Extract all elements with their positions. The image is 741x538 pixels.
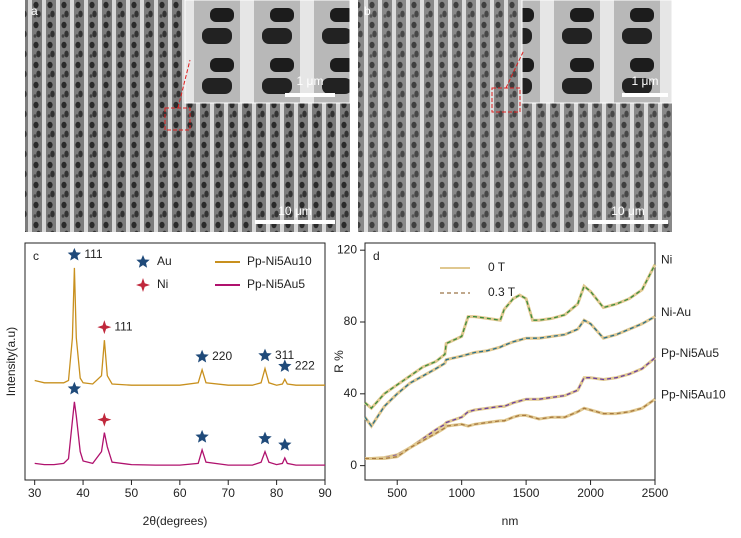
y-tick-label: 40 (344, 386, 358, 400)
peak-label: 111 (114, 319, 133, 333)
peak-marker (195, 429, 209, 443)
scale-text: 10 μm (611, 204, 645, 218)
series-line (365, 357, 656, 460)
panel-label: d (373, 249, 380, 263)
series-line (34, 401, 325, 466)
peak-marker (67, 247, 81, 261)
zoom-line (177, 59, 191, 109)
y-tick-label: 0 (350, 458, 357, 472)
x-tick-label: 500 (387, 486, 407, 500)
x-tick-label: 2500 (642, 486, 669, 500)
series-label: Pp-Ni5Au5 (661, 346, 719, 360)
legend-label: Pp-Ni5Au5 (247, 277, 305, 291)
y-tick-label: 80 (344, 314, 358, 328)
peak-marker (258, 431, 272, 445)
scale-text: 10 μm (278, 204, 312, 218)
x-axis-title: 2θ(degrees) (143, 514, 208, 528)
x-tick-label: 50 (125, 486, 139, 500)
peak-marker (278, 438, 292, 451)
scale-text: 1 μm (632, 74, 659, 88)
peak-marker (195, 349, 209, 363)
legend-label: Au (157, 254, 172, 268)
series-line (34, 267, 325, 386)
series-line (364, 264, 656, 410)
peak-label: 111 (84, 247, 103, 261)
series-label: Ni-Au (661, 305, 691, 319)
legend-label: 0 T (488, 260, 506, 274)
peak-marker (97, 320, 112, 335)
legend-marker (136, 278, 150, 292)
scale-bar (622, 93, 668, 97)
x-tick-label: 2000 (577, 486, 604, 500)
y-axis-title: Intensity(a.u) (4, 327, 18, 396)
x-tick-label: 80 (270, 486, 284, 500)
x-axis-title: nm (502, 514, 519, 528)
plot-frame (24, 242, 326, 481)
x-tick-label: 30 (28, 486, 42, 500)
legend-label: 0.3 T (488, 285, 516, 299)
scale-text: 1 μm (297, 74, 324, 88)
peak-label: 311 (275, 348, 294, 362)
x-tick-label: 90 (318, 486, 332, 500)
x-tick-label: 40 (76, 486, 90, 500)
zoom-line (505, 49, 525, 89)
peak-marker (97, 412, 112, 427)
series-line (363, 315, 656, 429)
legend-marker (136, 255, 150, 268)
peak-marker (67, 381, 81, 395)
sem-inset (521, 0, 673, 104)
peak-marker (278, 359, 292, 372)
series-line (364, 316, 656, 428)
panel-label: a (31, 4, 38, 18)
scale-bar (588, 220, 668, 224)
x-tick-label: 1500 (513, 486, 540, 500)
series-label: Pp-Ni5Au10 (661, 387, 726, 401)
peak-label: 220 (212, 349, 232, 363)
plot-frame (364, 242, 656, 481)
panel-label: c (33, 249, 39, 263)
x-tick-label: 1000 (448, 486, 475, 500)
x-tick-label: 60 (173, 486, 187, 500)
legend-label: Ni (157, 277, 168, 291)
series-label: Ni (661, 253, 672, 267)
scale-bar (255, 220, 335, 224)
sem-inset (184, 0, 351, 104)
peak-label: 222 (295, 358, 315, 372)
panel-label: b (364, 4, 371, 18)
peak-marker (258, 348, 272, 362)
zoom-box (164, 107, 191, 131)
series-line (365, 398, 656, 460)
y-axis-title: R % (332, 350, 346, 373)
x-tick-label: 70 (222, 486, 236, 500)
scale-bar (285, 93, 335, 97)
series-line (365, 356, 656, 460)
y-tick-label: 120 (337, 242, 357, 256)
legend-label: Pp-Ni5Au10 (247, 254, 312, 268)
